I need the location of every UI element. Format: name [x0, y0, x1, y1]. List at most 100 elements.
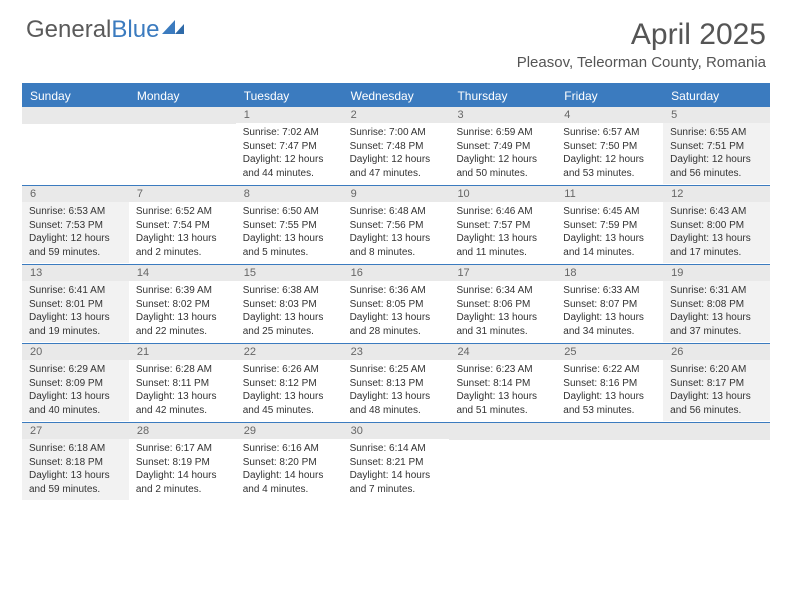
day-number: 21 — [129, 344, 236, 360]
day-body: Sunrise: 6:25 AMSunset: 8:13 PMDaylight:… — [343, 360, 450, 421]
day-number — [449, 423, 556, 440]
day-cell: 11Sunrise: 6:45 AMSunset: 7:59 PMDayligh… — [556, 186, 663, 264]
day-number: 16 — [343, 265, 450, 281]
day-body: Sunrise: 6:53 AMSunset: 7:53 PMDaylight:… — [22, 202, 129, 263]
sunrise-text: Sunrise: 6:39 AM — [136, 284, 229, 298]
day-cell — [663, 423, 770, 501]
title-block: April 2025 Pleasov, Teleorman County, Ro… — [517, 18, 766, 71]
day-cell: 22Sunrise: 6:26 AMSunset: 8:12 PMDayligh… — [236, 344, 343, 422]
day-body: Sunrise: 6:26 AMSunset: 8:12 PMDaylight:… — [236, 360, 343, 421]
day-body: Sunrise: 6:43 AMSunset: 8:00 PMDaylight:… — [663, 202, 770, 263]
daylight-text: Daylight: 13 hours and 48 minutes. — [350, 390, 443, 417]
logo-text: GeneralBlue — [26, 18, 159, 42]
day-number: 7 — [129, 186, 236, 202]
day-number: 10 — [449, 186, 556, 202]
daylight-text: Daylight: 13 hours and 11 minutes. — [456, 232, 549, 259]
day-number: 6 — [22, 186, 129, 202]
day-cell — [449, 423, 556, 501]
week-row: 13Sunrise: 6:41 AMSunset: 8:01 PMDayligh… — [22, 264, 770, 343]
daylight-text: Daylight: 13 hours and 42 minutes. — [136, 390, 229, 417]
week-row: 27Sunrise: 6:18 AMSunset: 8:18 PMDayligh… — [22, 422, 770, 501]
dow-wed: Wednesday — [343, 85, 450, 107]
daylight-text: Daylight: 14 hours and 4 minutes. — [243, 469, 336, 496]
sunrise-text: Sunrise: 6:20 AM — [670, 363, 763, 377]
sunset-text: Sunset: 8:14 PM — [456, 377, 549, 391]
day-number: 28 — [129, 423, 236, 439]
sunset-text: Sunset: 8:12 PM — [243, 377, 336, 391]
day-body: Sunrise: 6:29 AMSunset: 8:09 PMDaylight:… — [22, 360, 129, 421]
sunset-text: Sunset: 8:20 PM — [243, 456, 336, 470]
dow-mon: Monday — [129, 85, 236, 107]
day-number: 20 — [22, 344, 129, 360]
sunrise-text: Sunrise: 6:28 AM — [136, 363, 229, 377]
day-body: Sunrise: 6:16 AMSunset: 8:20 PMDaylight:… — [236, 439, 343, 500]
header: GeneralBlue April 2025 Pleasov, Teleorma… — [0, 0, 792, 77]
sunset-text: Sunset: 8:13 PM — [350, 377, 443, 391]
day-cell: 16Sunrise: 6:36 AMSunset: 8:05 PMDayligh… — [343, 265, 450, 343]
day-number: 11 — [556, 186, 663, 202]
dow-sat: Saturday — [663, 85, 770, 107]
day-cell: 17Sunrise: 6:34 AMSunset: 8:06 PMDayligh… — [449, 265, 556, 343]
sunrise-text: Sunrise: 6:38 AM — [243, 284, 336, 298]
sunset-text: Sunset: 7:55 PM — [243, 219, 336, 233]
day-body: Sunrise: 6:39 AMSunset: 8:02 PMDaylight:… — [129, 281, 236, 342]
daylight-text: Daylight: 14 hours and 7 minutes. — [350, 469, 443, 496]
sunset-text: Sunset: 7:59 PM — [563, 219, 656, 233]
sunrise-text: Sunrise: 6:41 AM — [29, 284, 122, 298]
day-body: Sunrise: 6:46 AMSunset: 7:57 PMDaylight:… — [449, 202, 556, 263]
daylight-text: Daylight: 14 hours and 2 minutes. — [136, 469, 229, 496]
day-cell: 24Sunrise: 6:23 AMSunset: 8:14 PMDayligh… — [449, 344, 556, 422]
day-number: 13 — [22, 265, 129, 281]
day-cell: 10Sunrise: 6:46 AMSunset: 7:57 PMDayligh… — [449, 186, 556, 264]
sunrise-text: Sunrise: 6:36 AM — [350, 284, 443, 298]
sunset-text: Sunset: 7:56 PM — [350, 219, 443, 233]
sunrise-text: Sunrise: 6:16 AM — [243, 442, 336, 456]
day-cell: 13 Sunrise: 6:41 AMSunset: 8:01 PMDayligh… — [22, 265, 129, 343]
sunset-text: Sunset: 8:11 PM — [136, 377, 229, 391]
day-body: Sunrise: 6:45 AMSunset: 7:59 PMDaylight:… — [556, 202, 663, 263]
logo-mark-icon — [162, 20, 188, 40]
day-number: 26 — [663, 344, 770, 360]
day-body: Sunrise: 6:50 AMSunset: 7:55 PMDaylight:… — [236, 202, 343, 263]
sunrise-text: Sunrise: 6:23 AM — [456, 363, 549, 377]
sunset-text: Sunset: 8:01 PM — [29, 298, 122, 312]
day-cell — [22, 107, 129, 185]
day-number: 12 — [663, 186, 770, 202]
day-cell: 23Sunrise: 6:25 AMSunset: 8:13 PMDayligh… — [343, 344, 450, 422]
daylight-text: Daylight: 13 hours and 40 minutes. — [29, 390, 122, 417]
day-body: Sunrise: 6:31 AMSunset: 8:08 PMDaylight:… — [663, 281, 770, 342]
month-title: April 2025 — [517, 18, 766, 52]
day-body: Sunrise: 6:38 AMSunset: 8:03 PMDaylight:… — [236, 281, 343, 342]
day-number: 19 — [663, 265, 770, 281]
dow-fri: Friday — [556, 85, 663, 107]
day-body: Sunrise: 6:20 AMSunset: 8:17 PMDaylight:… — [663, 360, 770, 421]
day-cell: 9Sunrise: 6:48 AMSunset: 7:56 PMDaylight… — [343, 186, 450, 264]
daylight-text: Daylight: 12 hours and 50 minutes. — [456, 153, 549, 180]
day-number: 2 — [343, 107, 450, 123]
day-body: Sunrise: 6:57 AMSunset: 7:50 PMDaylight:… — [556, 123, 663, 184]
daylight-text: Daylight: 12 hours and 53 minutes. — [563, 153, 656, 180]
sunrise-text: Sunrise: 6:53 AM — [29, 205, 122, 219]
day-cell: 20Sunrise: 6:29 AMSunset: 8:09 PMDayligh… — [22, 344, 129, 422]
daylight-text: Daylight: 13 hours and 37 minutes. — [670, 311, 763, 338]
sunrise-text: Sunrise: 6:26 AM — [243, 363, 336, 377]
logo-word2: Blue — [111, 16, 159, 43]
daylight-text: Daylight: 13 hours and 19 minutes. — [29, 311, 122, 338]
day-number — [663, 423, 770, 440]
day-cell: 30Sunrise: 6:14 AMSunset: 8:21 PMDayligh… — [343, 423, 450, 501]
location: Pleasov, Teleorman County, Romania — [517, 54, 766, 71]
day-cell: 28Sunrise: 6:17 AMSunset: 8:19 PMDayligh… — [129, 423, 236, 501]
sunrise-text: Sunrise: 6:34 AM — [456, 284, 549, 298]
day-body: Sunrise: 6:34 AMSunset: 8:06 PMDaylight:… — [449, 281, 556, 342]
daylight-text: Daylight: 13 hours and 17 minutes. — [670, 232, 763, 259]
daylight-text: Daylight: 12 hours and 44 minutes. — [243, 153, 336, 180]
sunrise-text: Sunrise: 6:29 AM — [29, 363, 122, 377]
dow-row: Sunday Monday Tuesday Wednesday Thursday… — [22, 85, 770, 107]
sunset-text: Sunset: 7:57 PM — [456, 219, 549, 233]
day-cell: 29Sunrise: 6:16 AMSunset: 8:20 PMDayligh… — [236, 423, 343, 501]
sunset-text: Sunset: 7:47 PM — [243, 140, 336, 154]
day-number — [556, 423, 663, 440]
dow-sun: Sunday — [22, 85, 129, 107]
sunset-text: Sunset: 7:49 PM — [456, 140, 549, 154]
day-body: Sunrise: 6:14 AMSunset: 8:21 PMDaylight:… — [343, 439, 450, 500]
